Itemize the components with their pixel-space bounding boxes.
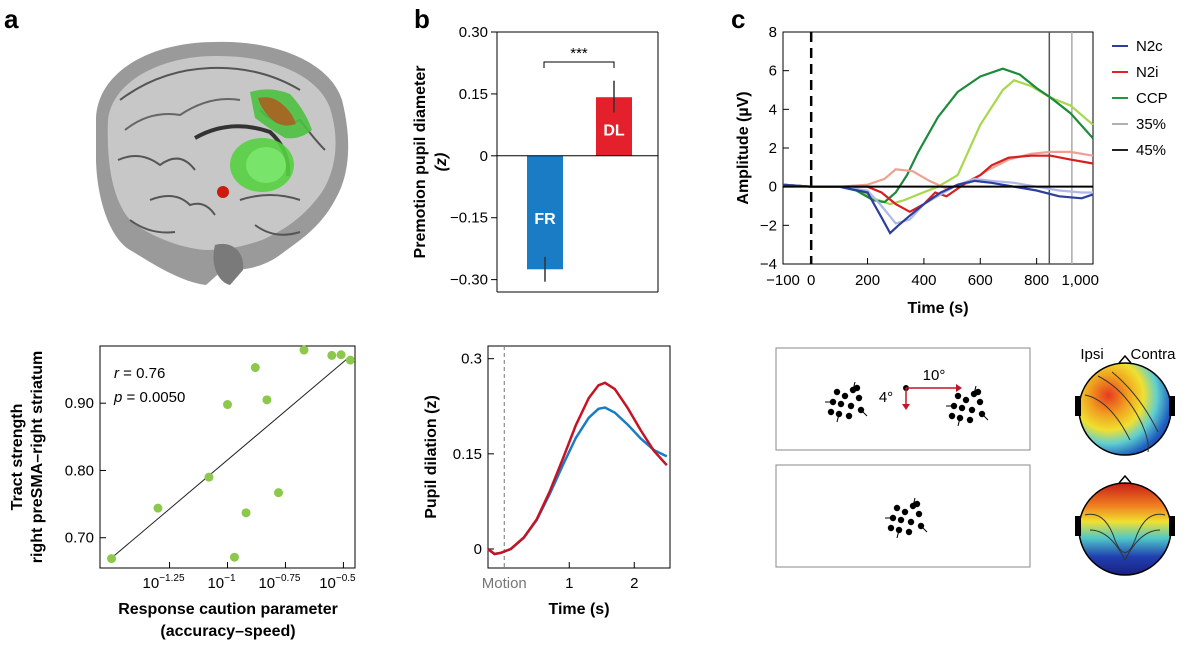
bar-label-fr: FR xyxy=(534,211,556,228)
erp-series-line xyxy=(782,179,1094,235)
erp-xtick-label: 800 xyxy=(1024,272,1049,289)
erp-series-line xyxy=(782,177,1093,225)
scatter-xtick-label: 10−1 xyxy=(207,573,236,592)
scatter-point xyxy=(107,554,117,564)
scatter-ytick-label: 0.90 xyxy=(65,395,94,412)
panel-label-a: a xyxy=(4,4,19,34)
bar-ytick-label: 0.30 xyxy=(459,24,488,41)
brain-mri-image xyxy=(96,41,349,285)
scatter-point xyxy=(223,400,232,410)
pupil-ytick-label: 0.15 xyxy=(453,446,482,463)
stimulus-diagram-bilateral: 10° 4° xyxy=(775,347,1031,451)
dot-cloud-left xyxy=(825,381,868,423)
legend-label: CCP xyxy=(1136,90,1168,107)
erp-ytick-label: 4 xyxy=(769,101,777,118)
scatter-point xyxy=(250,363,260,373)
erp-axes-frame xyxy=(782,31,1094,265)
bar-ylabel-line2: (z) xyxy=(433,153,450,172)
erp-ytick-label: 6 xyxy=(769,63,777,80)
scatter-xtick-label: 10−0.75 xyxy=(258,573,300,592)
legend-label: N2i xyxy=(1136,64,1159,81)
erp-ytick-label: −2 xyxy=(760,217,777,234)
pupil-axes-frame xyxy=(487,345,671,569)
erp-xtick-label: −100 xyxy=(766,272,800,289)
scatter-point xyxy=(327,350,337,360)
scatter-point xyxy=(262,395,272,405)
legend-label: N2c xyxy=(1136,38,1163,55)
erp-ytick-label: −4 xyxy=(760,256,777,273)
bar-label-dl: DL xyxy=(603,122,625,139)
panel-label-b: b xyxy=(414,4,430,34)
scatter-point xyxy=(336,350,346,360)
topo-label-ipsi: Ipsi xyxy=(1080,346,1103,363)
dot-cloud-right xyxy=(946,385,989,427)
erp-series-line xyxy=(782,67,1094,204)
scatter-ytick-label: 0.80 xyxy=(65,462,94,479)
bar-ytick-label: 0 xyxy=(480,148,488,165)
erp-chart: −4 −2 0 2 4 6 8 −100 0 200 400 600 800 1,000 Amplitu… xyxy=(735,24,1168,317)
stimulus-label-10deg: 10° xyxy=(923,367,946,384)
scatter-ytick-label: 0.70 xyxy=(65,530,94,547)
erp-xtick-label: 0 xyxy=(807,272,815,289)
stimulus-label-4deg: 4° xyxy=(879,389,893,406)
scatter-point xyxy=(299,345,309,355)
stimulus-frame-top xyxy=(775,347,1031,451)
pupil-xtick-label: 2 xyxy=(630,575,638,592)
erp-xtick-label: 600 xyxy=(968,272,993,289)
scatter-point xyxy=(229,552,239,562)
motion-onset-label: Motion xyxy=(482,575,527,592)
scatter-chart: 0.70 0.80 0.90 10−1.25 10−1 10−0.75 10−0.5 r … xyxy=(9,345,356,640)
topo-map-central xyxy=(1075,474,1175,576)
erp-xtick-label: 200 xyxy=(855,272,880,289)
topo-map-bilateral xyxy=(1075,354,1175,456)
dot-cloud-center xyxy=(885,497,928,539)
bar-ytick-label: −0.15 xyxy=(450,210,488,227)
erp-ytick-label: 8 xyxy=(769,24,777,41)
scatter-xtick-label: 10−1.25 xyxy=(143,573,185,592)
pupil-ytick-label: 0 xyxy=(474,541,482,558)
erp-xlabel: Time (s) xyxy=(907,300,968,317)
bar-fr xyxy=(527,155,563,270)
scatter-xtick-label: 10−0.5 xyxy=(319,573,356,592)
erp-xtick-label: 1,000 xyxy=(1061,272,1099,289)
bar-ytick-label: −0.30 xyxy=(450,272,488,289)
significance-label: *** xyxy=(570,45,588,62)
significance-bracket xyxy=(543,61,615,68)
erp-ylabel: Amplitude (µV) xyxy=(735,91,752,204)
stimulus-diagram-central xyxy=(775,464,1031,568)
erp-xtick-label: 400 xyxy=(911,272,936,289)
bar-ytick-label: 0.15 xyxy=(459,86,488,103)
scatter-xlabel-line2: (accuracy–speed) xyxy=(160,623,295,640)
scatter-point xyxy=(345,355,355,365)
scatter-point xyxy=(153,503,163,513)
bar-ylabel-line1: Premotion pupil diameter xyxy=(412,66,429,259)
pupil-xlabel: Time (s) xyxy=(548,601,609,618)
scatter-point xyxy=(274,488,283,498)
scatter-point xyxy=(204,472,214,482)
pupil-ytick-label: 0.3 xyxy=(461,351,482,368)
topo-label-contra: Contra xyxy=(1130,346,1176,363)
legend-label: 35% xyxy=(1136,116,1166,133)
erp-ytick-label: 0 xyxy=(769,179,777,196)
vertical-arrow-head xyxy=(902,404,910,410)
panel-label-c: c xyxy=(731,4,745,34)
scatter-annotation-r: r = 0.76 xyxy=(114,365,165,382)
pupil-series-line xyxy=(487,381,668,556)
erp-ytick-label: 2 xyxy=(769,140,777,157)
bar-chart: −0.30 −0.15 0 0.15 0.30 FR DL *** Premotion p… xyxy=(412,24,659,293)
scatter-xlabel-line1: Response caution parameter xyxy=(118,601,338,618)
scatter-fit-line xyxy=(111,355,351,559)
scatter-ylabel-line1: Tract strength xyxy=(9,404,26,511)
erp-series-line xyxy=(782,150,1094,190)
horizontal-arrow-head xyxy=(956,384,962,392)
legend-label: 45% xyxy=(1136,142,1166,159)
pupil-chart: 0 0.15 0.3 1 2 Motion Pupil dilation (z) Ti… xyxy=(423,345,671,618)
scatter-ylabel-line2: right preSMA–right striatum xyxy=(29,351,46,563)
scatter-annotation-p: p = 0.0050 xyxy=(113,389,185,406)
pupil-ylabel: Pupil dilation (z) xyxy=(423,395,440,519)
pupil-xtick-label: 1 xyxy=(565,575,573,592)
scatter-point xyxy=(241,508,251,518)
stimulus-frame-bottom xyxy=(775,464,1031,568)
